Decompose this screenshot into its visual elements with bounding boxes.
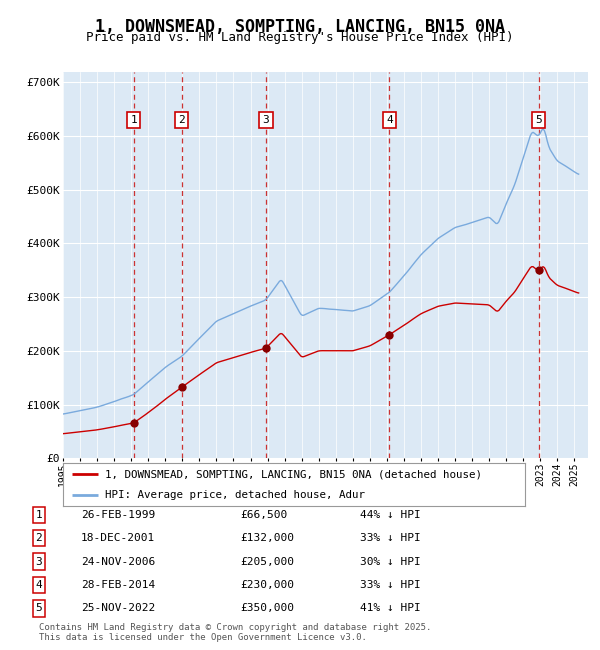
- Text: Price paid vs. HM Land Registry's House Price Index (HPI): Price paid vs. HM Land Registry's House …: [86, 31, 514, 44]
- Text: £205,000: £205,000: [240, 556, 294, 567]
- Text: 1, DOWNSMEAD, SOMPTING, LANCING, BN15 0NA: 1, DOWNSMEAD, SOMPTING, LANCING, BN15 0N…: [95, 18, 505, 36]
- Text: 30% ↓ HPI: 30% ↓ HPI: [360, 556, 421, 567]
- Text: 44% ↓ HPI: 44% ↓ HPI: [360, 510, 421, 520]
- Text: 25-NOV-2022: 25-NOV-2022: [81, 603, 155, 614]
- Text: 1: 1: [35, 510, 43, 520]
- Text: 5: 5: [535, 115, 542, 125]
- Text: Contains HM Land Registry data © Crown copyright and database right 2025.
This d: Contains HM Land Registry data © Crown c…: [39, 623, 431, 642]
- Text: 2: 2: [35, 533, 43, 543]
- Text: £132,000: £132,000: [240, 533, 294, 543]
- Text: 3: 3: [35, 556, 43, 567]
- Text: £350,000: £350,000: [240, 603, 294, 614]
- Text: 33% ↓ HPI: 33% ↓ HPI: [360, 533, 421, 543]
- Text: 18-DEC-2001: 18-DEC-2001: [81, 533, 155, 543]
- Text: 24-NOV-2006: 24-NOV-2006: [81, 556, 155, 567]
- Text: 26-FEB-1999: 26-FEB-1999: [81, 510, 155, 520]
- Text: 33% ↓ HPI: 33% ↓ HPI: [360, 580, 421, 590]
- Text: HPI: Average price, detached house, Adur: HPI: Average price, detached house, Adur: [104, 489, 365, 500]
- Text: 1, DOWNSMEAD, SOMPTING, LANCING, BN15 0NA (detached house): 1, DOWNSMEAD, SOMPTING, LANCING, BN15 0N…: [104, 469, 482, 480]
- Text: 3: 3: [262, 115, 269, 125]
- Text: 4: 4: [386, 115, 393, 125]
- Text: £66,500: £66,500: [240, 510, 287, 520]
- Text: 28-FEB-2014: 28-FEB-2014: [81, 580, 155, 590]
- Text: 4: 4: [35, 580, 43, 590]
- Text: 5: 5: [35, 603, 43, 614]
- Text: 41% ↓ HPI: 41% ↓ HPI: [360, 603, 421, 614]
- Text: £230,000: £230,000: [240, 580, 294, 590]
- Text: 2: 2: [178, 115, 185, 125]
- Text: 1: 1: [130, 115, 137, 125]
